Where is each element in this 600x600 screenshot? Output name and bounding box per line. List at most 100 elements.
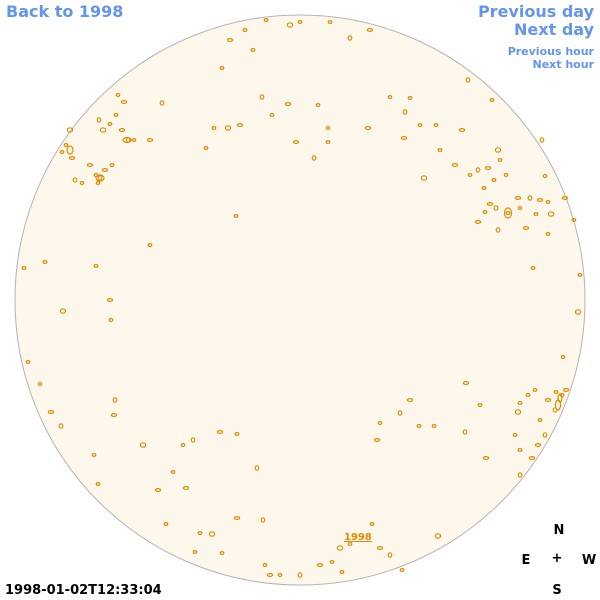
contour-speck (297, 572, 303, 578)
contour-speck (525, 393, 531, 398)
contour-speck (112, 397, 118, 403)
contour-speck (21, 266, 27, 271)
contour-loop (95, 174, 105, 182)
contour-speck (545, 200, 551, 205)
contour-speck (494, 147, 502, 153)
previous-day-link[interactable]: Previous day (477, 2, 594, 21)
contour-speck (387, 552, 393, 558)
contour-speck (347, 541, 353, 546)
contour-speck (482, 210, 488, 215)
contour-speck (254, 465, 260, 471)
year-link[interactable]: 1998 (344, 532, 372, 543)
contour-speck (497, 158, 503, 163)
contour-speck (325, 125, 331, 130)
contour-speck (236, 122, 244, 127)
contour-speck (539, 137, 545, 143)
contour-speck (369, 521, 375, 526)
contour-speck (95, 482, 101, 487)
compass-west: W (581, 553, 597, 568)
contour-speck (364, 125, 372, 130)
contour-speck (277, 572, 283, 577)
contour-speck (42, 260, 48, 265)
contour-speck (517, 472, 523, 478)
contour-speck (547, 211, 555, 217)
contour-speck (259, 94, 265, 100)
contour-speck (397, 410, 403, 416)
contour-speck (63, 143, 69, 148)
contour-speck (434, 533, 442, 539)
contour-speck (58, 423, 64, 429)
contour-speck (234, 432, 240, 437)
contour-speck (219, 65, 225, 70)
contour-speck (139, 442, 147, 448)
contour-speck (517, 448, 523, 453)
contour-speck (327, 20, 333, 25)
contour-speck (533, 212, 539, 217)
contour-speck (406, 398, 414, 403)
contour-speck (269, 112, 275, 117)
contour-speck (224, 125, 232, 131)
back-to-year-link[interactable]: Back to 1998 (6, 2, 124, 21)
contour-speck (146, 138, 154, 143)
contour-speck (250, 47, 256, 52)
contour-speck (170, 470, 176, 475)
contour-speck (101, 168, 109, 173)
contour-speck (482, 456, 490, 461)
observation-timestamp: 1998-01-02T12:33:04 (5, 583, 162, 598)
contour-speck (96, 117, 102, 123)
contour-speck (577, 273, 583, 278)
contour-speck (262, 562, 268, 567)
contour-speck (451, 163, 459, 168)
next-hour-link[interactable]: Next hour (532, 58, 595, 71)
contour-speck (154, 488, 162, 493)
contour-loop (66, 145, 74, 155)
contour-speck (226, 37, 234, 42)
contour-loop (503, 207, 513, 219)
contour-speck (311, 155, 317, 161)
contour-speck (182, 486, 190, 491)
contour-speck (462, 429, 468, 435)
contour-speck (107, 121, 113, 126)
contour-speck (266, 572, 274, 577)
contour-speck (517, 401, 523, 406)
contour-speck (530, 266, 536, 271)
contour-speck (514, 409, 522, 415)
contour-speck (493, 205, 499, 211)
contour-speck (532, 388, 538, 393)
contour-speck (489, 97, 495, 102)
contour-speck (203, 146, 209, 151)
contour-speck (208, 531, 216, 537)
contour-speck (106, 298, 114, 303)
contour-speck (115, 92, 121, 97)
contour-speck (216, 430, 224, 435)
next-day-link[interactable]: Next day (514, 20, 594, 39)
contour-speck (527, 195, 533, 201)
contour-speck (377, 421, 383, 426)
contour-speck (542, 174, 548, 179)
contour-speck (192, 549, 198, 554)
magnetic-contours (21, 18, 583, 578)
contour-speck (561, 196, 569, 201)
contour-speck (113, 112, 119, 117)
contour-speck (59, 150, 65, 155)
contour-speck (517, 206, 523, 211)
previous-hour-link[interactable]: Previous hour (507, 45, 594, 58)
compass-center: + (551, 551, 563, 566)
contour-loop (122, 136, 132, 144)
contour-speck (512, 433, 518, 438)
contour-speck (219, 550, 225, 555)
contour-speck (433, 122, 439, 127)
contour-speck (562, 388, 570, 393)
contour-speck (197, 530, 203, 535)
contour-speck (286, 22, 294, 28)
contour-speck (329, 559, 335, 564)
contour-speck (505, 211, 511, 216)
contour-speck (560, 355, 566, 360)
contour-speck (437, 148, 443, 153)
contour-speck (211, 125, 217, 130)
contour-speck (339, 569, 345, 574)
contour-speck (260, 517, 266, 523)
contour-speck (131, 138, 137, 143)
contour-speck (66, 127, 74, 133)
contour-speck (387, 94, 393, 99)
